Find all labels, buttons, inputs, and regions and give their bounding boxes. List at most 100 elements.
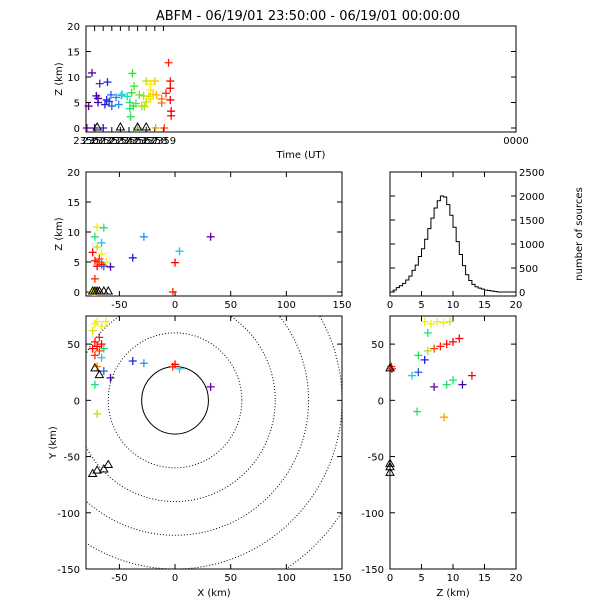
source-point xyxy=(99,223,108,232)
source-point xyxy=(97,353,106,362)
x-z-ylabel: Z (km) xyxy=(54,217,65,250)
source-point xyxy=(168,288,177,296)
histogram-ytick-label: 2000 xyxy=(519,192,544,203)
time-height-xtick-label: 2352 xyxy=(90,136,115,147)
panels-group: 2350235123522353235423552356235723582359… xyxy=(48,22,585,599)
time-height-xlabel: Time (UT) xyxy=(276,150,326,161)
histogram-ytick-label: 1000 xyxy=(519,240,544,251)
source-point xyxy=(146,80,155,89)
x-z-frame xyxy=(85,171,343,297)
x-z-xtick-label: 50 xyxy=(224,300,237,311)
time-height-xtick-label: 2353 xyxy=(99,136,124,147)
source-point xyxy=(88,248,97,257)
station-marker xyxy=(98,464,109,473)
source-point xyxy=(95,333,104,342)
source-point xyxy=(126,112,135,121)
station-marker xyxy=(141,121,152,131)
source-point xyxy=(95,346,104,355)
source-point xyxy=(93,362,102,371)
source-point xyxy=(455,334,464,343)
source-point xyxy=(93,317,102,326)
source-point xyxy=(420,355,429,364)
source-point xyxy=(206,232,215,241)
source-point xyxy=(90,337,99,346)
source-point xyxy=(175,364,184,373)
source-point xyxy=(139,232,148,241)
plan-view-frame xyxy=(85,315,343,570)
source-point xyxy=(423,328,432,337)
x-z-ytick-label: 15 xyxy=(67,198,80,209)
plan-view-ytick-label: 50 xyxy=(67,340,80,351)
z-y-ytick-label: -100 xyxy=(361,509,384,520)
source-point xyxy=(93,409,102,418)
z-y-xlabel: Z (km) xyxy=(436,588,469,599)
source-point xyxy=(166,95,175,104)
source-point xyxy=(88,326,97,335)
source-point xyxy=(88,68,97,77)
source-point xyxy=(128,69,137,78)
source-point xyxy=(106,373,115,382)
source-point xyxy=(408,371,417,380)
range-ring xyxy=(107,332,243,469)
station-marker xyxy=(90,285,100,295)
plan-view-xtick-label: 150 xyxy=(332,573,351,584)
source-point xyxy=(105,97,114,106)
station-marker xyxy=(385,362,395,372)
x-z-xtick-label: -50 xyxy=(111,300,127,311)
histogram-xtick-label: 15 xyxy=(478,300,491,311)
source-point xyxy=(97,322,106,331)
source-point xyxy=(440,413,449,422)
time-height-xtick-label: 2351 xyxy=(82,136,107,147)
source-point xyxy=(90,351,99,360)
histogram-ytick-label: 1500 xyxy=(519,216,544,227)
source-point xyxy=(123,92,132,101)
source-point xyxy=(90,274,99,283)
z-y-xtick-label: 15 xyxy=(478,573,491,584)
station-marker xyxy=(90,362,100,372)
source-point xyxy=(139,359,148,368)
z-y-ytick-label: 0 xyxy=(378,396,384,407)
source-point xyxy=(142,97,151,106)
source-point xyxy=(442,380,451,389)
z-y-ytick-label: -150 xyxy=(361,565,384,576)
x-z-ytick-label: 5 xyxy=(74,258,80,269)
range-ring xyxy=(86,316,310,536)
histogram-ytick-label: 0 xyxy=(519,288,525,299)
station-marker xyxy=(385,467,395,476)
z-y-frame xyxy=(389,315,517,570)
source-point xyxy=(142,77,151,86)
source-point xyxy=(93,262,102,271)
time-height-xtick-label: 2358 xyxy=(142,136,167,147)
source-point xyxy=(420,317,429,326)
source-point xyxy=(97,250,106,259)
source-point xyxy=(128,356,137,365)
source-point xyxy=(445,317,454,326)
time-height-xtick-label: 2356 xyxy=(125,136,150,147)
x-z-ytick-label: 10 xyxy=(67,228,80,239)
source-point xyxy=(106,90,115,99)
time-height-xtick-label: 2357 xyxy=(133,136,158,147)
x-z-ytick-label: 0 xyxy=(74,288,80,299)
source-point xyxy=(99,367,108,376)
range-ring xyxy=(284,511,342,569)
time-height-xtick-label: 0000 xyxy=(503,136,528,147)
source-point xyxy=(100,100,109,109)
histogram-xtick-label: 5 xyxy=(418,300,424,311)
figure-title: ABFM - 06/19/01 23:50:00 - 06/19/01 00:0… xyxy=(156,9,460,24)
plan-view-ytick-label: -100 xyxy=(57,509,80,520)
station-marker xyxy=(92,465,102,474)
x-z-xtick-label: 0 xyxy=(172,300,178,311)
source-point xyxy=(84,102,93,111)
source-point xyxy=(114,100,123,109)
x-z-xtick-label: 100 xyxy=(277,300,296,311)
z-y-xtick-label: 20 xyxy=(510,573,523,584)
histogram-line xyxy=(390,195,516,293)
source-point xyxy=(102,258,111,266)
source-point xyxy=(449,337,457,346)
source-point xyxy=(88,344,97,353)
station-marker xyxy=(94,369,105,379)
source-point xyxy=(164,58,173,67)
histogram-ylabel: number of sources xyxy=(574,187,585,280)
source-point xyxy=(439,318,448,327)
time-height-ylabel: Z (km) xyxy=(54,62,65,95)
